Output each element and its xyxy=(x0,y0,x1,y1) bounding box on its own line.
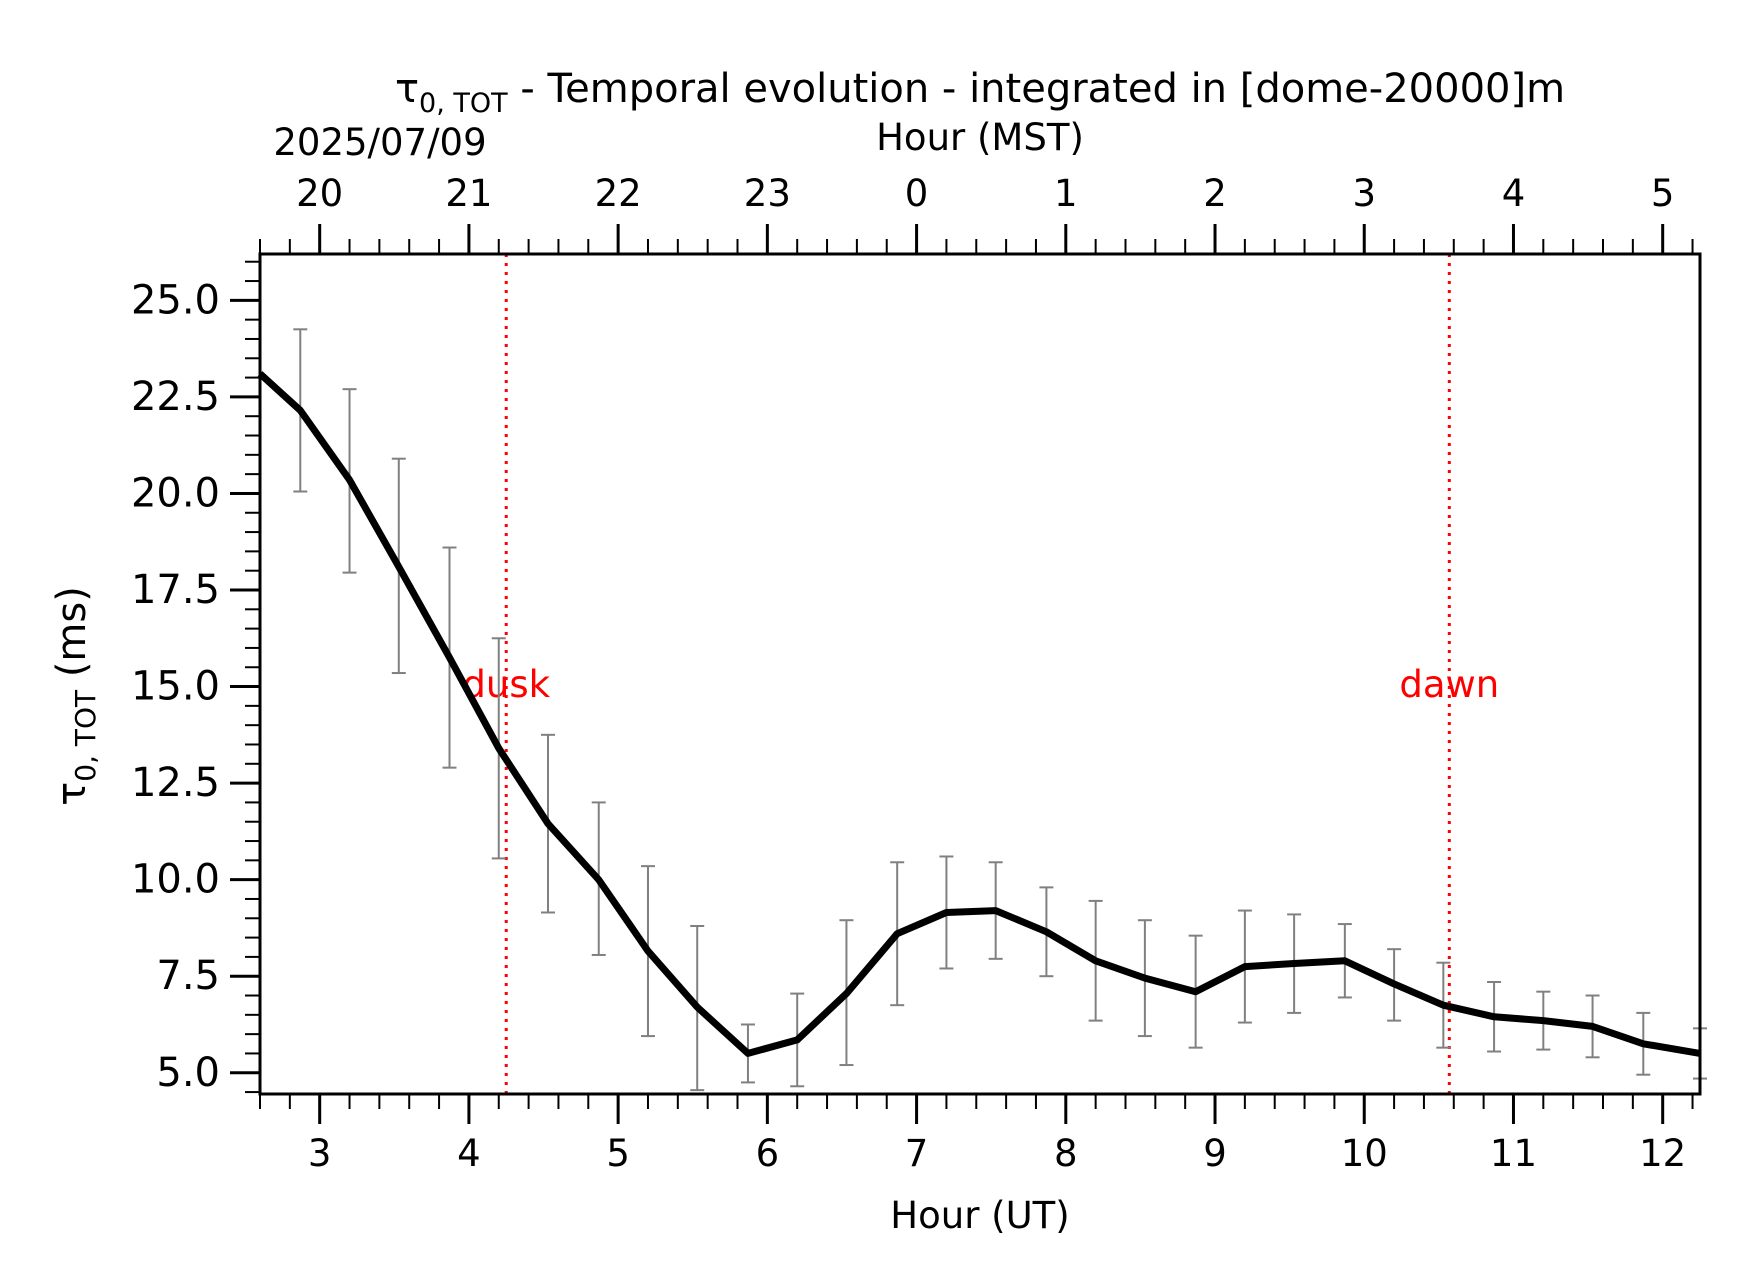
x-tick-label: 7 xyxy=(905,1132,929,1175)
y-tick-label: 15.0 xyxy=(131,664,220,710)
axis-ticks xyxy=(230,224,1702,1124)
x2-tick-label: 2 xyxy=(1203,172,1227,215)
x-tick-label: 12 xyxy=(1639,1132,1686,1175)
y-axis-label: τ0, TOT (ms) xyxy=(49,586,102,806)
plot-frame xyxy=(258,252,1702,1096)
x-tick-label: 11 xyxy=(1490,1132,1537,1175)
series-line xyxy=(257,371,1701,1057)
x2-tick-label: 1 xyxy=(1054,172,1078,215)
x-tick-label: 6 xyxy=(756,1132,780,1175)
tick-labels: 5.0 7.5 10.0 12.5 15.0 17.5 20.0 22.5 25.0 3 4 5 6 7 8… xyxy=(131,172,1686,1175)
y-tick-label: 5.0 xyxy=(156,1050,220,1096)
ylabel-subscript: 0, TOT xyxy=(69,689,102,782)
event-label-dusk: dusk xyxy=(462,663,550,706)
chart-title: τ0, TOT - Temporal evolution - integrate… xyxy=(395,66,1565,119)
y-tick-label: 20.0 xyxy=(131,470,220,516)
x2-axis-label: Hour (MST) xyxy=(876,116,1084,159)
date-label: 2025/07/09 xyxy=(273,121,486,164)
title-text: - Temporal evolution - integrated in [do… xyxy=(508,66,1565,112)
y-tick-label: 7.5 xyxy=(156,953,220,999)
x2-tick-label: 5 xyxy=(1651,172,1675,215)
x-tick-label: 3 xyxy=(308,1132,332,1175)
plot-area: dusk dawn xyxy=(257,254,1707,1094)
title-subscript: 0, TOT xyxy=(419,88,508,119)
x-tick-label: 4 xyxy=(457,1132,481,1175)
x2-tick-label: 23 xyxy=(744,172,791,215)
y-tick-label: 25.0 xyxy=(131,277,220,323)
x-tick-label: 10 xyxy=(1341,1132,1388,1175)
title-symbol: τ xyxy=(395,66,419,112)
x2-tick-label: 0 xyxy=(905,172,929,215)
y-tick-label: 10.0 xyxy=(131,857,220,903)
x2-tick-label: 3 xyxy=(1352,172,1376,215)
x-tick-label: 5 xyxy=(606,1132,630,1175)
svg-text:τ0, TOT (ms): τ0, TOT (ms) xyxy=(49,586,102,806)
x2-tick-label: 21 xyxy=(445,172,492,215)
y-tick-label: 12.5 xyxy=(131,760,220,806)
x2-tick-label: 22 xyxy=(595,172,642,215)
x-tick-label: 8 xyxy=(1054,1132,1078,1175)
x2-tick-label: 4 xyxy=(1502,172,1526,215)
ylabel-unit: (ms) xyxy=(49,586,95,690)
x2-tick-label: 20 xyxy=(296,172,343,215)
x-tick-label: 9 xyxy=(1203,1132,1227,1175)
ylabel-symbol: τ xyxy=(49,782,95,806)
event-label-dawn: dawn xyxy=(1399,663,1499,706)
svg-text:τ0, TOT - Temporal evolution -: τ0, TOT - Temporal evolution - integrate… xyxy=(395,66,1565,119)
x-axis-label: Hour (UT) xyxy=(890,1194,1069,1237)
y-tick-label: 22.5 xyxy=(131,374,220,420)
y-tick-label: 17.5 xyxy=(131,567,220,613)
